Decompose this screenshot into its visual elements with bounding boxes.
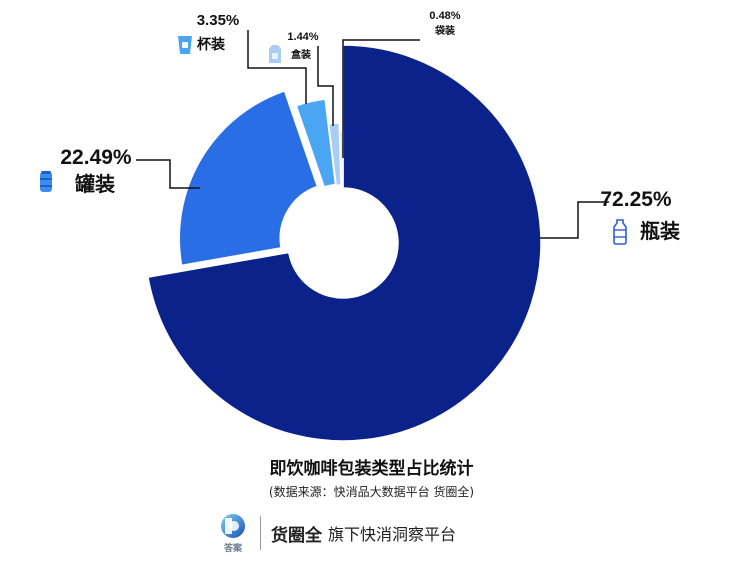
data-label-value-5: 0.48% [429, 10, 460, 22]
leader-line-3 [247, 30, 307, 104]
footer-divider [260, 516, 261, 550]
box-icon [269, 45, 281, 63]
leader-line-2 [136, 159, 200, 189]
footer-tagline: 旗下快消洞察平台 [328, 525, 457, 544]
footer-brand-name: 货圈全 [271, 525, 322, 546]
data-label-value-1: 72.25% [600, 188, 672, 211]
data-label-category-3: 杯装 [197, 36, 226, 53]
logo-mark-icon [221, 514, 245, 538]
data-label-value-3: 3.35% [197, 12, 240, 29]
pie-slice-1 [147, 44, 542, 442]
data-label-category-4: 盒装 [290, 48, 311, 61]
data-label-category-2: 罐装 [74, 172, 115, 196]
pie-slice-5 [338, 130, 344, 187]
pie-slice-2 [178, 89, 319, 267]
cup-icon [178, 36, 192, 54]
bottle-icon [613, 219, 627, 245]
leader-line-1 [540, 201, 609, 239]
brand-logo: 答案 [214, 512, 252, 554]
footer-brand-bar: 答案 货圈全 旗下快消洞察平台 [214, 512, 456, 554]
leader-line-5 [342, 39, 420, 158]
leader-line-4 [317, 46, 334, 126]
data-label-value-4: 1.44% [287, 31, 318, 43]
chart-source-note: (数据来源：快消品大数据平台 货圈全) [268, 485, 475, 499]
logo-text: 答案 [223, 544, 242, 554]
data-label-category-5: 袋装 [434, 24, 455, 37]
data-label-value-2: 22.49% [60, 146, 132, 169]
chart-title: 即饮咖啡包装类型占比统计 [269, 459, 474, 479]
can-icon [40, 171, 52, 192]
data-label-category-1: 瓶装 [640, 219, 680, 243]
